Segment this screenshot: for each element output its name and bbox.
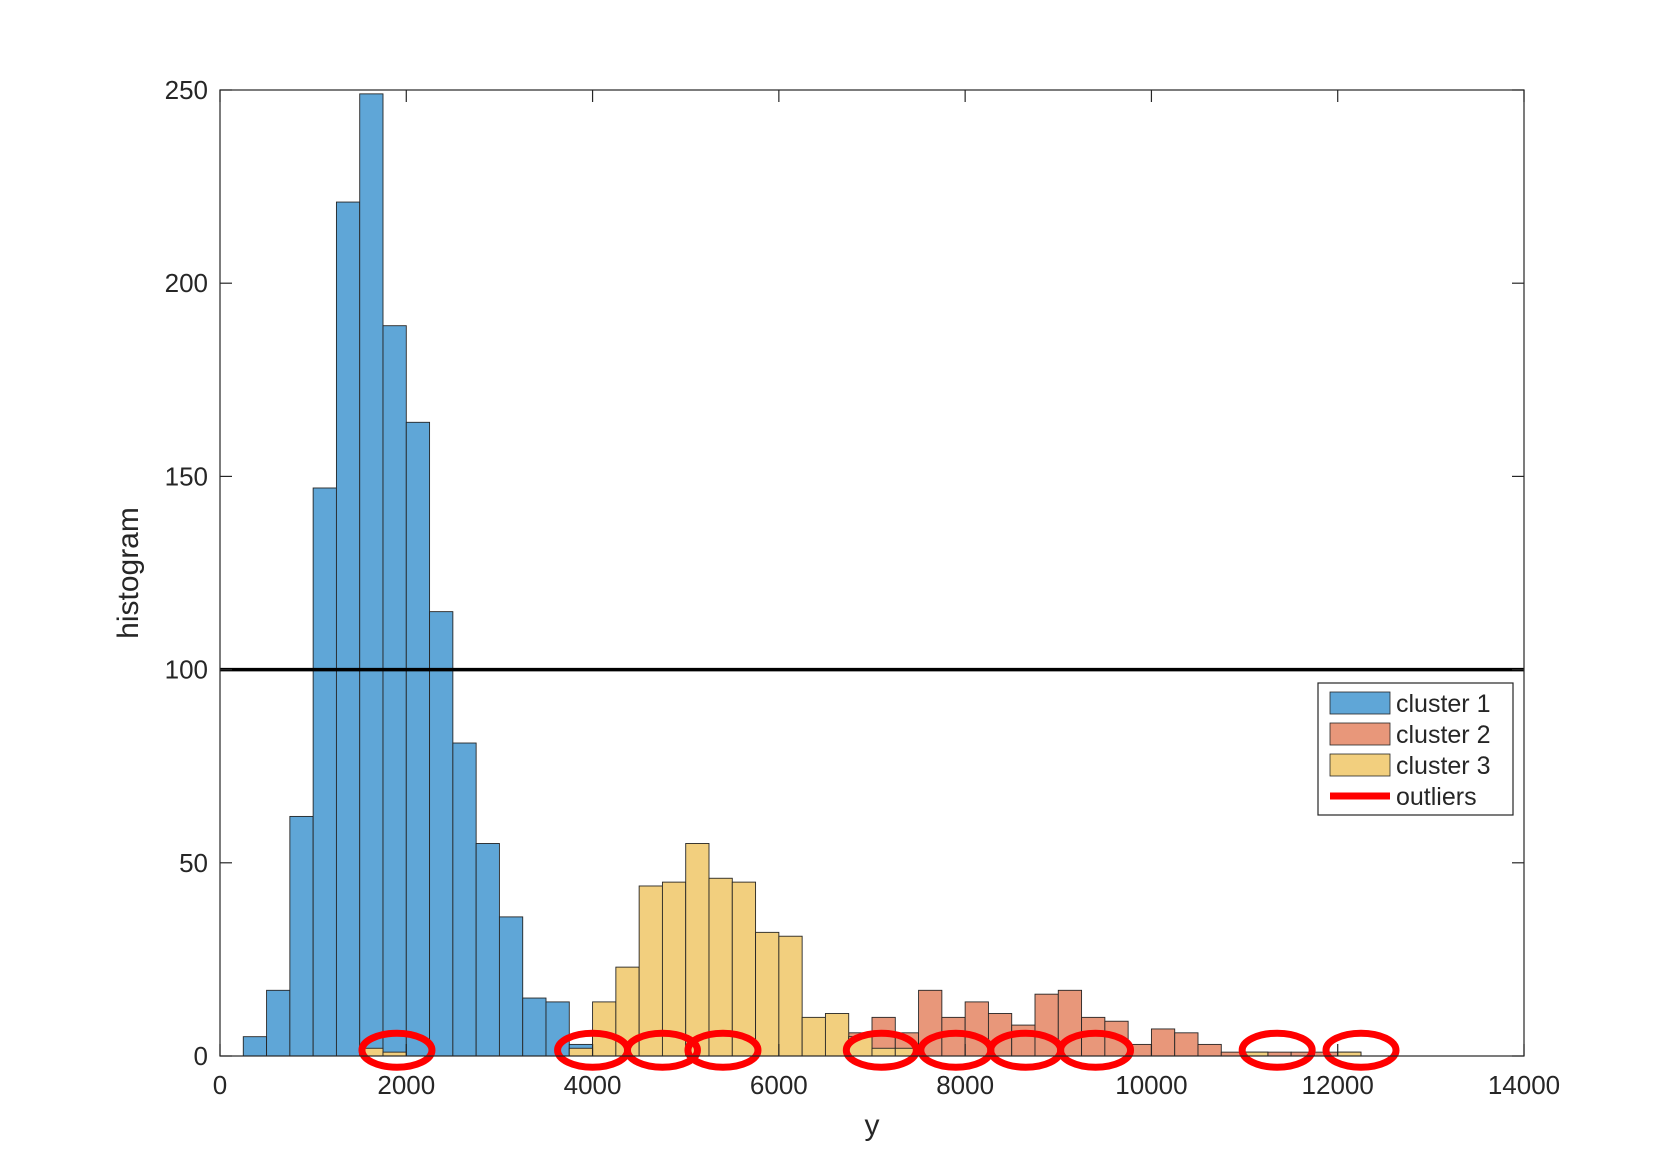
outlier-marker	[842, 1029, 920, 1071]
histogram-bar	[429, 611, 454, 1057]
outliers-layer	[358, 1029, 1400, 1071]
series-cluster-1	[242, 93, 687, 1057]
histogram-bar	[1174, 1032, 1199, 1057]
histogram-bar	[1011, 1024, 1036, 1057]
histogram-bar	[522, 997, 547, 1057]
outlier-marker	[623, 1029, 701, 1071]
histogram-bar	[242, 1036, 268, 1057]
histogram-bar	[1034, 993, 1059, 1057]
outlier-marker	[1238, 1029, 1316, 1071]
histogram-bar	[685, 843, 710, 1057]
histogram-bar	[289, 815, 314, 1057]
histogram-bar	[405, 421, 431, 1057]
histogram-bar	[382, 325, 407, 1057]
histogram-bar	[1197, 1043, 1222, 1057]
legend-label-cluster-1: cluster 1	[1396, 690, 1490, 718]
y-tick-label: 100	[165, 655, 208, 685]
x-tick-label: 2000	[377, 1070, 435, 1100]
histogram-bar	[731, 881, 757, 1057]
y-tick-label: 0	[194, 1041, 208, 1071]
y-axis-label: histogram	[112, 507, 145, 639]
histogram-bar	[498, 916, 524, 1057]
histogram-bar	[964, 1001, 989, 1057]
histogram-bar	[335, 201, 361, 1057]
histogram-bar	[312, 487, 337, 1057]
x-tick-label: 6000	[750, 1070, 808, 1100]
histogram-bar	[266, 989, 291, 1057]
x-tick-label: 14000	[1488, 1070, 1560, 1100]
histogram-bar	[452, 742, 477, 1057]
x-tick-label: 4000	[564, 1070, 622, 1100]
legend-label-cluster-3: cluster 3	[1396, 752, 1490, 780]
x-tick-label: 0	[213, 1070, 227, 1100]
histogram-bar	[359, 93, 384, 1057]
legend-label-cluster-2: cluster 2	[1396, 721, 1490, 749]
legend-swatch-cluster-3	[1329, 753, 1391, 777]
legend-label-outliers: outliers	[1396, 783, 1477, 811]
x-axis-label: y	[865, 1109, 880, 1142]
histogram-bar	[1150, 1028, 1176, 1057]
x-tick-label: 8000	[936, 1070, 994, 1100]
histogram-bar	[755, 931, 780, 1057]
x-tick-label: 10000	[1115, 1070, 1187, 1100]
histogram-bar	[871, 1047, 896, 1057]
legend: cluster 1 cluster 2 cluster 3 outliers	[1317, 682, 1514, 816]
histogram-bar	[475, 843, 500, 1057]
histogram-bar	[778, 935, 803, 1057]
plot-frame	[219, 89, 1525, 1057]
x-tick-label: 12000	[1302, 1070, 1374, 1100]
series-cluster-3	[359, 843, 1362, 1057]
histogram-bar	[568, 1047, 594, 1057]
outlier-marker	[1322, 1029, 1400, 1071]
legend-swatch-cluster-2	[1329, 722, 1391, 746]
y-tick-label: 50	[179, 848, 208, 878]
y-tick-label: 250	[165, 75, 208, 105]
x-axis-ticks: 0 2000 4000 6000 8000 10000 12000 14000	[213, 90, 1560, 1100]
y-tick-label: 150	[165, 461, 208, 491]
histogram-bar	[801, 1016, 826, 1057]
y-axis-ticks: 0 50 100 150 200 250	[165, 75, 1524, 1071]
legend-swatch-cluster-1	[1329, 691, 1391, 715]
outlier-marker	[684, 1029, 762, 1071]
y-tick-label: 200	[165, 268, 208, 298]
histogram-bar	[708, 877, 733, 1057]
outlier-marker	[358, 1029, 436, 1071]
histogram-bar	[592, 1001, 617, 1057]
outlier-marker	[1057, 1029, 1135, 1071]
